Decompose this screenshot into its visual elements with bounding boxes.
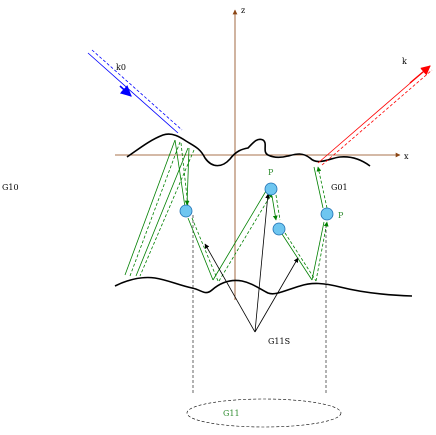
scattered-wave bbox=[317, 65, 433, 166]
incident-wave-label: k0 bbox=[116, 63, 126, 72]
particle-lower-center bbox=[272, 222, 286, 236]
particle-right bbox=[320, 207, 334, 221]
left-region-label: G10 bbox=[2, 183, 19, 192]
top-rough-surface bbox=[126, 133, 371, 167]
z-axis-label: z bbox=[241, 6, 245, 15]
right-region-label: G01 bbox=[331, 183, 348, 192]
scattering-paths bbox=[124, 139, 329, 282]
particle-right-label: P bbox=[338, 211, 344, 220]
sum-label: G11S bbox=[268, 337, 290, 346]
incident-wave bbox=[87, 49, 183, 134]
sum-arrows bbox=[204, 193, 299, 333]
bottom-ellipse-label: G11 bbox=[223, 409, 240, 418]
bottom-rough-surface bbox=[114, 276, 413, 297]
particle-top-center bbox=[264, 182, 278, 196]
particle-left bbox=[179, 204, 193, 218]
particle-top-label: P bbox=[268, 168, 274, 177]
scattered-wave-label: k bbox=[402, 57, 407, 66]
x-axis-label: x bbox=[404, 152, 409, 161]
bottom-ellipse bbox=[186, 398, 342, 428]
